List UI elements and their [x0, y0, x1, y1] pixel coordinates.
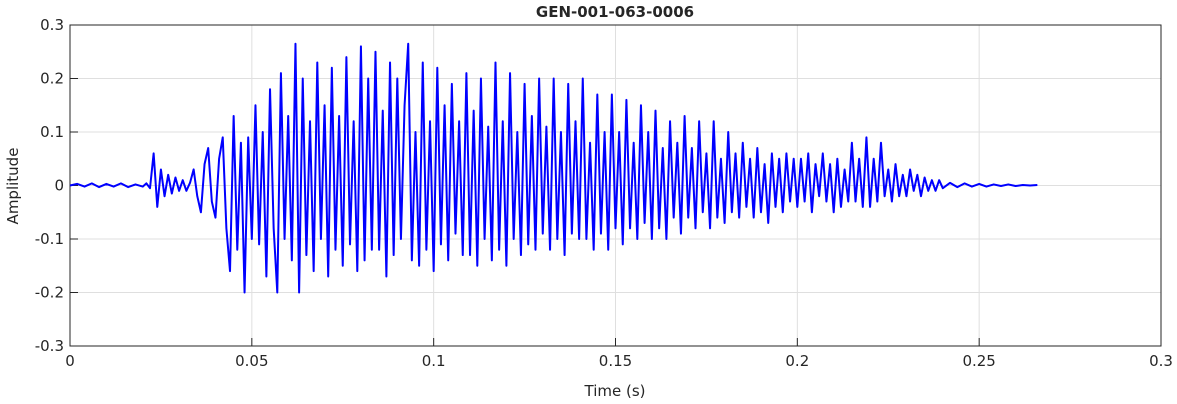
x-tick-label: 0.25 [962, 352, 995, 370]
y-axis-label: Amplitude [4, 148, 22, 225]
x-tick-label: 0.2 [785, 352, 809, 370]
y-tick-label: 0.2 [40, 70, 64, 88]
chart-title: GEN-001-063-0006 [536, 3, 694, 21]
y-tick-label: 0.1 [40, 123, 64, 141]
x-tick-label: 0 [65, 352, 75, 370]
x-tick-label: 0.1 [422, 352, 446, 370]
waveform-line [69, 42, 1038, 294]
y-tick-label: -0.1 [35, 230, 64, 248]
x-tick-label: 0.15 [599, 352, 632, 370]
y-tick-label: 0.3 [40, 16, 64, 34]
x-tick-label: 0.3 [1149, 352, 1173, 370]
y-tick-label: -0.2 [35, 284, 64, 302]
x-axis-label: Time (s) [584, 382, 646, 400]
x-tick-label: 0.05 [235, 352, 268, 370]
y-tick-label: 0 [54, 177, 64, 195]
y-tick-label: -0.3 [35, 337, 64, 355]
